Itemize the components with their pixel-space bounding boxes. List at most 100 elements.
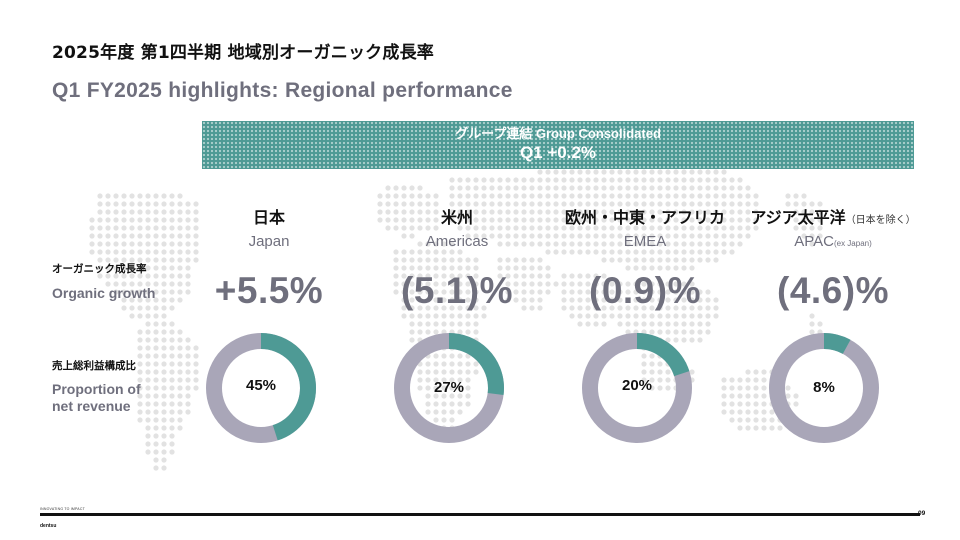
map-dot xyxy=(465,193,471,199)
map-dot xyxy=(145,297,151,303)
map-dot xyxy=(625,281,631,287)
map-dot xyxy=(145,249,151,255)
map-dot xyxy=(497,233,503,239)
map-dot xyxy=(545,201,551,207)
map-dot xyxy=(153,425,159,431)
map-dot xyxy=(425,273,431,279)
map-dot xyxy=(665,225,671,231)
map-dot xyxy=(657,225,663,231)
map-dot xyxy=(561,249,567,255)
map-dot xyxy=(177,353,183,359)
map-dot xyxy=(673,217,679,223)
map-dot xyxy=(705,201,711,207)
map-dot xyxy=(89,217,95,223)
map-dot xyxy=(569,249,575,255)
map-dot xyxy=(785,201,791,207)
map-dot xyxy=(449,201,455,207)
map-dot xyxy=(721,169,727,175)
map-dot xyxy=(417,185,423,191)
map-dot xyxy=(457,281,463,287)
map-dot xyxy=(441,369,447,375)
map-dot xyxy=(681,265,687,271)
map-dot xyxy=(169,305,175,311)
map-dot xyxy=(809,233,815,239)
map-dot xyxy=(153,225,159,231)
map-dot xyxy=(657,185,663,191)
map-dot xyxy=(465,177,471,183)
map-dot xyxy=(609,281,615,287)
map-dot xyxy=(153,369,159,375)
map-dot xyxy=(481,201,487,207)
map-dot xyxy=(553,225,559,231)
map-dot xyxy=(577,193,583,199)
map-dot xyxy=(673,297,679,303)
map-dot xyxy=(177,233,183,239)
map-dot xyxy=(185,377,191,383)
map-dot xyxy=(393,281,399,287)
map-dot xyxy=(649,313,655,319)
map-dot xyxy=(801,209,807,215)
organic-growth-row-label: オーガニック成長率 Organic growth xyxy=(52,261,155,302)
map-dot xyxy=(665,241,671,247)
map-dot xyxy=(121,193,127,199)
map-dot xyxy=(449,297,455,303)
map-dot xyxy=(617,193,623,199)
map-dot xyxy=(521,225,527,231)
map-dot xyxy=(401,217,407,223)
map-dot xyxy=(137,417,143,423)
map-dot xyxy=(185,209,191,215)
map-dot xyxy=(745,369,751,375)
map-dot xyxy=(729,177,735,183)
map-dot xyxy=(145,201,151,207)
map-dot xyxy=(153,385,159,391)
map-dot xyxy=(617,217,623,223)
map-dot xyxy=(593,305,599,311)
map-dot xyxy=(129,193,135,199)
map-dot xyxy=(673,249,679,255)
map-dot xyxy=(177,249,183,255)
map-dot xyxy=(705,193,711,199)
map-dot xyxy=(97,249,103,255)
map-dot xyxy=(97,209,103,215)
map-dot xyxy=(441,297,447,303)
map-dot xyxy=(161,329,167,335)
map-dot xyxy=(553,241,559,247)
map-dot xyxy=(705,257,711,263)
organic-growth-label-en: Organic growth xyxy=(52,285,156,301)
map-dot xyxy=(769,409,775,415)
map-dot xyxy=(169,441,175,447)
map-dot xyxy=(801,201,807,207)
map-dot xyxy=(457,353,463,359)
map-dot xyxy=(153,345,159,351)
map-dot xyxy=(145,329,151,335)
map-dot xyxy=(425,209,431,215)
map-dot xyxy=(153,201,159,207)
map-dot xyxy=(433,289,439,295)
map-dot xyxy=(529,281,535,287)
map-dot xyxy=(673,241,679,247)
map-dot xyxy=(641,313,647,319)
map-dot xyxy=(153,441,159,447)
map-dot xyxy=(497,185,503,191)
map-dot xyxy=(641,321,647,327)
map-dot xyxy=(585,177,591,183)
map-dot xyxy=(681,201,687,207)
map-dot xyxy=(521,305,527,311)
map-dot xyxy=(537,201,543,207)
map-dot xyxy=(609,297,615,303)
map-dot xyxy=(473,273,479,279)
map-dot xyxy=(537,257,543,263)
map-dot xyxy=(433,329,439,335)
map-dot xyxy=(473,297,479,303)
map-dot xyxy=(137,241,143,247)
map-dot xyxy=(689,241,695,247)
map-dot xyxy=(729,185,735,191)
map-dot xyxy=(161,241,167,247)
map-dot xyxy=(481,217,487,223)
map-dot xyxy=(145,377,151,383)
map-dot xyxy=(657,209,663,215)
map-dot xyxy=(417,281,423,287)
map-dot xyxy=(465,257,471,263)
map-dot xyxy=(521,201,527,207)
map-dot xyxy=(689,257,695,263)
